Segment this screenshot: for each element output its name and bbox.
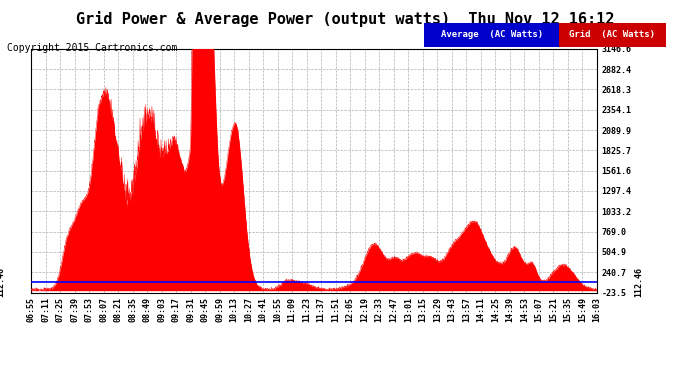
Text: Grid Power & Average Power (output watts)  Thu Nov 12 16:12: Grid Power & Average Power (output watts… [76,11,614,27]
Text: 112.46: 112.46 [634,267,643,297]
Text: Grid  (AC Watts): Grid (AC Watts) [569,30,656,39]
Text: Average  (AC Watts): Average (AC Watts) [440,30,543,39]
Text: Copyright 2015 Cartronics.com: Copyright 2015 Cartronics.com [7,43,177,53]
Text: 112.46: 112.46 [0,267,5,297]
